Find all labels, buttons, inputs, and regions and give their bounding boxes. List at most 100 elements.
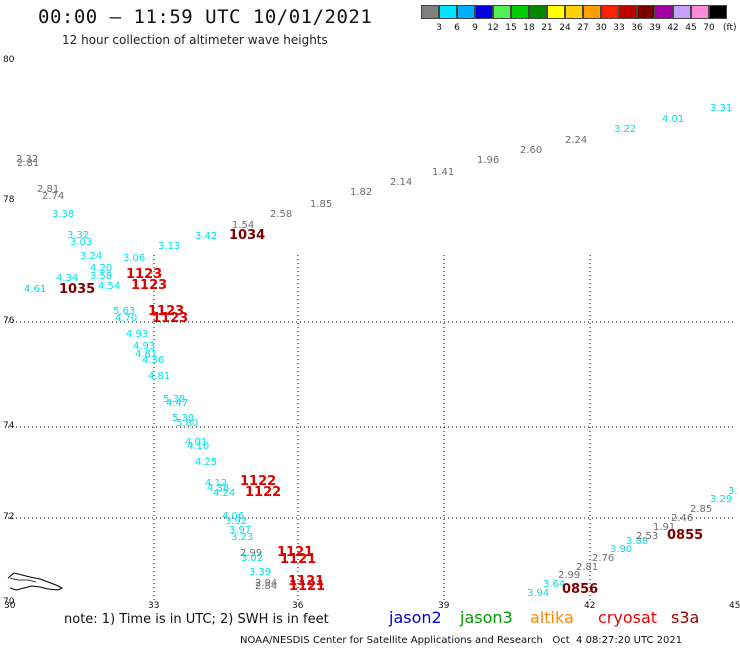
colorbar-label: 39 [649,23,661,33]
wave-height-label: 3.58 [90,271,113,282]
map-title: 00:00 — 11:59 UTC 10/01/2021 [38,6,373,28]
wave-height-label: 0855 [667,528,704,543]
wave-height-label: 4.54 [98,281,121,292]
wave-height-label: 1121 [288,574,325,589]
satellite-legend-jason3: jason3 [460,608,513,627]
wave-height-label: 3.64 [543,579,566,590]
wave-height-label: 2.84 [255,581,278,592]
wave-height-label: 5.39 [172,413,195,424]
latitude-label: 80 [3,55,15,65]
wave-height-label: 2.53 [636,531,659,542]
wave-height-label: 1.54 [232,220,255,231]
wave-height-label: 4.20 [90,263,113,274]
wave-height-label: 3.88 [626,536,649,547]
wave-height-label: 3.92 [225,516,248,527]
colorbar-swatch [547,5,565,19]
wave-height-label: 1123 [131,278,168,293]
wave-height-label: 2.81 [17,158,40,169]
wave-height-label: 2.46 [671,513,694,524]
wave-height-label: 2.14 [390,177,413,188]
wave-height-label: 2.99 [558,570,581,581]
colorbar-swatch [529,5,547,19]
wave-height-label: 2.32 [16,154,39,165]
wave-height-label: 4.93 [126,329,149,340]
map-subtitle: 12 hour collection of altimeter wave hei… [62,33,328,47]
graticule [8,255,735,600]
wave-height-label: 2.81 [576,562,599,573]
wave-height-label: 1.41 [432,167,455,178]
wave-height-label: 4.81 [148,371,171,382]
latitude-label: 72 [3,512,15,522]
colorbar-swatch [457,5,475,19]
colorbar-swatch [475,5,493,19]
wave-height-label: 4.01 [662,114,685,125]
satellite-legend-jason2: jason2 [389,608,442,627]
coastline-shape [9,577,37,583]
colorbar-label: 18 [523,23,535,33]
colorbar-swatch [691,5,709,19]
coastline-shape [7,572,64,591]
wave-height-label: 1.96 [477,155,500,166]
wave-height-label: 4.06 [222,511,245,522]
longitude-label: 39 [438,601,450,611]
colorbar-label: 6 [454,23,460,33]
wave-height-label: 1122 [240,474,277,489]
colorbar-label: 3 [436,23,442,33]
wave-height-label: 4.81 [135,349,158,360]
wave-height-label: 2.99 [240,548,263,559]
wave-height-label: 1123 [152,311,189,326]
colorbar-swatch [637,5,655,19]
colorbar-swatch [439,5,457,19]
footer-credit: NOAA/NESDIS Center for Satellite Applica… [240,635,683,646]
wave-height-label: 1121 [280,552,317,567]
wave-height-label: 3.22 [614,124,637,135]
satellite-legend-cryosat: cryosat [598,608,658,627]
wave-height-label: 2.24 [565,135,588,146]
wave-height-label: 3.24 [80,251,103,262]
colorbar-label: 15 [505,23,517,33]
wave-height-label: 2.94 [255,578,278,589]
colorbar-swatch [655,5,673,19]
wave-height-label: 5.63 [113,306,136,317]
wave-height-label: 3.32 [67,230,90,241]
wave-height-label: 2.60 [520,145,543,156]
colorbar-unit: (ft) [723,23,737,33]
wave-height-label: 3.31 [710,103,733,114]
colorbar-label: 30 [595,23,607,33]
wave-height-label: 3.02 [241,553,264,564]
colorbar-label: 21 [541,23,553,33]
wave-height-label: 5.80 [176,418,199,429]
wave-height-label: 3.42 [195,231,218,242]
colorbar-swatch [601,5,619,19]
wave-height-label: 4.70 [115,313,138,324]
wave-height-label: 1.91 [653,522,676,533]
latitude-label: 78 [3,195,15,205]
wave-height-label: 3.94 [527,588,550,599]
wave-height-label: 2.81 [37,184,60,195]
wave-height-label: 1122 [245,485,282,500]
wave-height-label: 4.25 [195,457,218,468]
colorbar-swatch [511,5,529,19]
colorbar-label: 33 [613,23,625,33]
colorbar-swatch [709,5,727,19]
wave-height-label: 4.34 [56,273,79,284]
longitude-label: 30 [4,601,16,611]
colorbar-swatch [421,5,439,19]
colorbar-label: 24 [559,23,571,33]
wave-height-label: 1035 [59,282,96,297]
wave-height-label: 3.39 [249,567,272,578]
wave-height-label: 2.76 [592,553,615,564]
colorbar-swatch [673,5,691,19]
colorbar-swatch [493,5,511,19]
wave-height-label: 3.23 [231,532,254,543]
colorbar-label: 27 [577,23,589,33]
wave-height-label: 3.90 [610,544,633,555]
wave-height-label: 3. [728,486,738,497]
wave-height-label: 1121 [277,545,314,560]
wave-height-label: 3.13 [158,241,181,252]
wave-height-label: 4.24 [213,488,236,499]
colorbar-swatch [583,5,601,19]
wave-height-label: 3.38 [52,209,75,220]
note-text: note: 1) Time is in UTC; 2) SWH is in fe… [64,612,329,627]
